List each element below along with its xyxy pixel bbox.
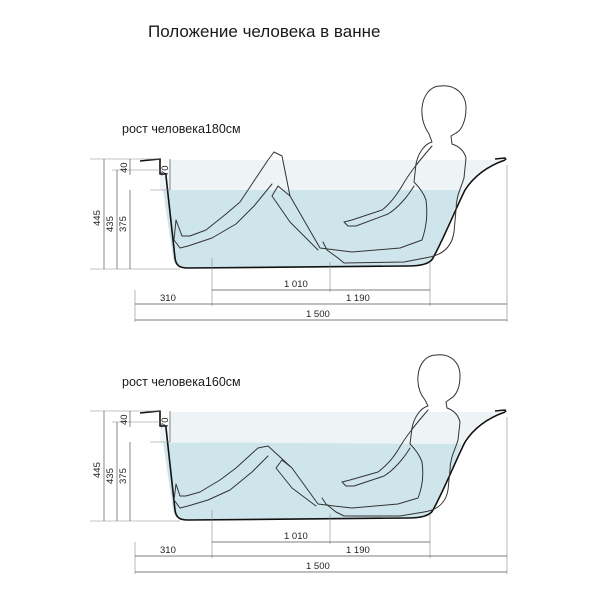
dim-rim-inner: 70 <box>160 417 171 428</box>
dim-half-length: 1 190 <box>346 545 370 556</box>
tub-air-zone <box>160 160 505 192</box>
dim-rim-top: 40 <box>119 162 130 173</box>
dim-bottom-length: 1 010 <box>284 531 308 542</box>
dim-rim-top: 40 <box>119 414 130 425</box>
tub-water <box>160 442 462 520</box>
dim-total-height: 445 <box>92 210 103 226</box>
dim-total-height: 445 <box>92 462 103 478</box>
dim-water-depth: 375 <box>118 468 129 484</box>
vertical-dimensions: 445 435 375 40 70 <box>90 158 180 270</box>
panel-label: рост человека160см <box>122 375 241 389</box>
dim-water-depth: 375 <box>118 216 129 232</box>
tub-rim-right <box>494 409 507 413</box>
dim-inner-depth: 435 <box>105 468 116 484</box>
person-back <box>413 85 441 201</box>
dim-seat-offset: 310 <box>160 293 176 304</box>
dim-half-length: 1 190 <box>346 293 370 304</box>
dim-bottom-length: 1 010 <box>284 279 308 290</box>
horizontal-dimensions: 1 010 310 1 190 1 500 <box>134 165 508 322</box>
person-180 <box>173 85 467 264</box>
diagram-title: Положение человека в ванне <box>148 22 380 41</box>
panel-label: рост человека180см <box>122 122 241 136</box>
vertical-dimensions: 445 435 375 40 70 <box>90 410 180 522</box>
person-legs <box>173 151 337 251</box>
person-arm <box>343 145 433 227</box>
dim-rim-inner: 70 <box>160 165 171 176</box>
dim-total-length: 1 500 <box>306 309 330 320</box>
tub-rim-right <box>494 157 507 161</box>
person-arm <box>341 409 429 487</box>
panel-180cm: рост человека180см 445 435 <box>90 85 508 322</box>
person-back <box>409 354 437 463</box>
person-legs <box>173 445 335 509</box>
person-head-icon <box>322 85 467 264</box>
person-head-icon <box>321 354 461 517</box>
dim-inner-depth: 435 <box>105 216 116 232</box>
tub-water <box>160 190 462 268</box>
person-160 <box>173 354 461 517</box>
dim-total-length: 1 500 <box>306 561 330 572</box>
horizontal-dimensions: 1 010 310 1 190 1 500 <box>134 417 508 574</box>
tub-outline <box>139 410 506 521</box>
tub-air-zone <box>160 412 505 444</box>
tub-outline <box>139 158 506 269</box>
person-torso <box>333 461 424 509</box>
person-torso <box>335 199 428 253</box>
panel-160cm: рост человека160см 445 435 375 40 <box>90 354 508 574</box>
dim-seat-offset: 310 <box>160 545 176 556</box>
